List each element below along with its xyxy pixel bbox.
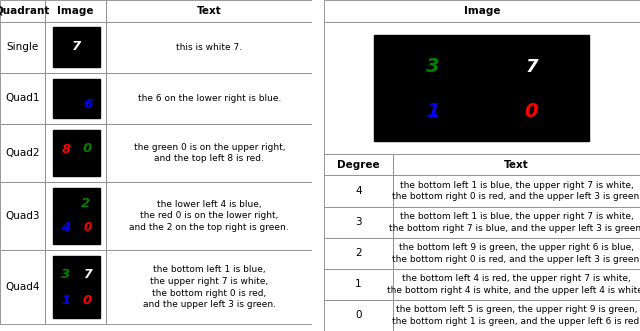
Text: 3: 3: [355, 217, 362, 227]
Bar: [324, 154, 394, 175]
Bar: [53, 130, 100, 176]
Bar: [394, 238, 640, 269]
Text: the green 0 is on the upper right,
and the top left 8 is red.: the green 0 is on the upper right, and t…: [134, 143, 285, 164]
Text: 7: 7: [83, 268, 92, 281]
Text: 2: 2: [81, 197, 90, 210]
Text: the bottom left 1 is blue, the upper right 7 is white,
the bottom right 0 is red: the bottom left 1 is blue, the upper rig…: [392, 181, 640, 201]
Text: 0: 0: [83, 294, 92, 307]
Bar: [0, 124, 45, 182]
Text: Image: Image: [58, 6, 94, 16]
Text: the bottom left 4 is red, the upper right 7 is white,
the bottom right 4 is whit: the bottom left 4 is red, the upper righ…: [387, 274, 640, 295]
Bar: [0, 250, 45, 324]
Text: 1: 1: [61, 294, 70, 307]
Text: 0: 0: [83, 221, 92, 234]
Bar: [106, 73, 312, 124]
Bar: [106, 0, 312, 22]
Bar: [106, 124, 312, 182]
Text: this is white 7.: this is white 7.: [176, 43, 243, 52]
Text: Quadrant: Quadrant: [0, 6, 51, 16]
Text: 0: 0: [355, 310, 362, 320]
Text: 3: 3: [426, 57, 439, 76]
Bar: [106, 22, 312, 73]
Bar: [106, 182, 312, 250]
Text: Image: Image: [463, 6, 500, 16]
Bar: [324, 238, 394, 269]
Bar: [45, 182, 106, 250]
Bar: [324, 207, 394, 238]
Text: 4: 4: [355, 186, 362, 196]
Text: the bottom left 1 is blue, the upper right 7 is white,
the bottom right 7 is blu: the bottom left 1 is blue, the upper rig…: [389, 212, 640, 232]
Bar: [0, 0, 45, 22]
Text: 3: 3: [61, 268, 70, 281]
Bar: [53, 27, 100, 67]
Text: 8: 8: [61, 143, 70, 156]
Text: the bottom left 9 is green, the upper right 6 is blue,
the bottom right 0 is red: the bottom left 9 is green, the upper ri…: [392, 243, 640, 263]
Bar: [0, 73, 45, 124]
Bar: [0, 182, 45, 250]
Bar: [0, 22, 45, 73]
Bar: [324, 0, 640, 22]
Text: Text: Text: [504, 160, 529, 170]
Text: the bottom left 1 is blue,
the upper right 7 is white,
the bottom right 0 is red: the bottom left 1 is blue, the upper rig…: [143, 265, 276, 309]
Text: the 6 on the lower right is blue.: the 6 on the lower right is blue.: [138, 94, 281, 103]
Bar: [394, 154, 640, 175]
Bar: [45, 250, 106, 324]
Text: 0: 0: [83, 142, 92, 155]
Bar: [394, 300, 640, 331]
Text: 2: 2: [355, 248, 362, 258]
Bar: [53, 79, 100, 118]
Text: 4: 4: [61, 221, 70, 234]
Bar: [106, 250, 312, 324]
Text: Single: Single: [6, 42, 39, 52]
Text: Quad1: Quad1: [5, 93, 40, 104]
Bar: [45, 22, 106, 73]
Bar: [45, 124, 106, 182]
Text: 1: 1: [426, 102, 439, 120]
Bar: [394, 175, 640, 207]
Bar: [394, 207, 640, 238]
Bar: [374, 35, 589, 141]
Text: 1: 1: [355, 279, 362, 289]
Bar: [324, 175, 394, 207]
Text: 7: 7: [72, 40, 81, 53]
Bar: [324, 269, 394, 300]
Text: the bottom left 5 is green, the upper right 9 is green,
the bottom right 1 is gr: the bottom left 5 is green, the upper ri…: [392, 305, 640, 326]
Text: 7: 7: [525, 58, 538, 75]
Text: 6: 6: [83, 98, 93, 111]
Text: Degree: Degree: [337, 160, 380, 170]
Bar: [45, 0, 106, 22]
Bar: [394, 269, 640, 300]
Bar: [324, 300, 394, 331]
Bar: [324, 22, 640, 154]
Bar: [53, 188, 100, 244]
Text: the lower left 4 is blue,
the red 0 is on the lower right,
and the 2 on the top : the lower left 4 is blue, the red 0 is o…: [129, 200, 289, 232]
Bar: [45, 73, 106, 124]
Bar: [53, 256, 100, 318]
Text: Quad2: Quad2: [5, 148, 40, 158]
Text: Quad4: Quad4: [5, 282, 40, 292]
Text: Quad3: Quad3: [5, 211, 40, 221]
Text: Text: Text: [197, 6, 221, 16]
Text: 0: 0: [525, 102, 538, 120]
